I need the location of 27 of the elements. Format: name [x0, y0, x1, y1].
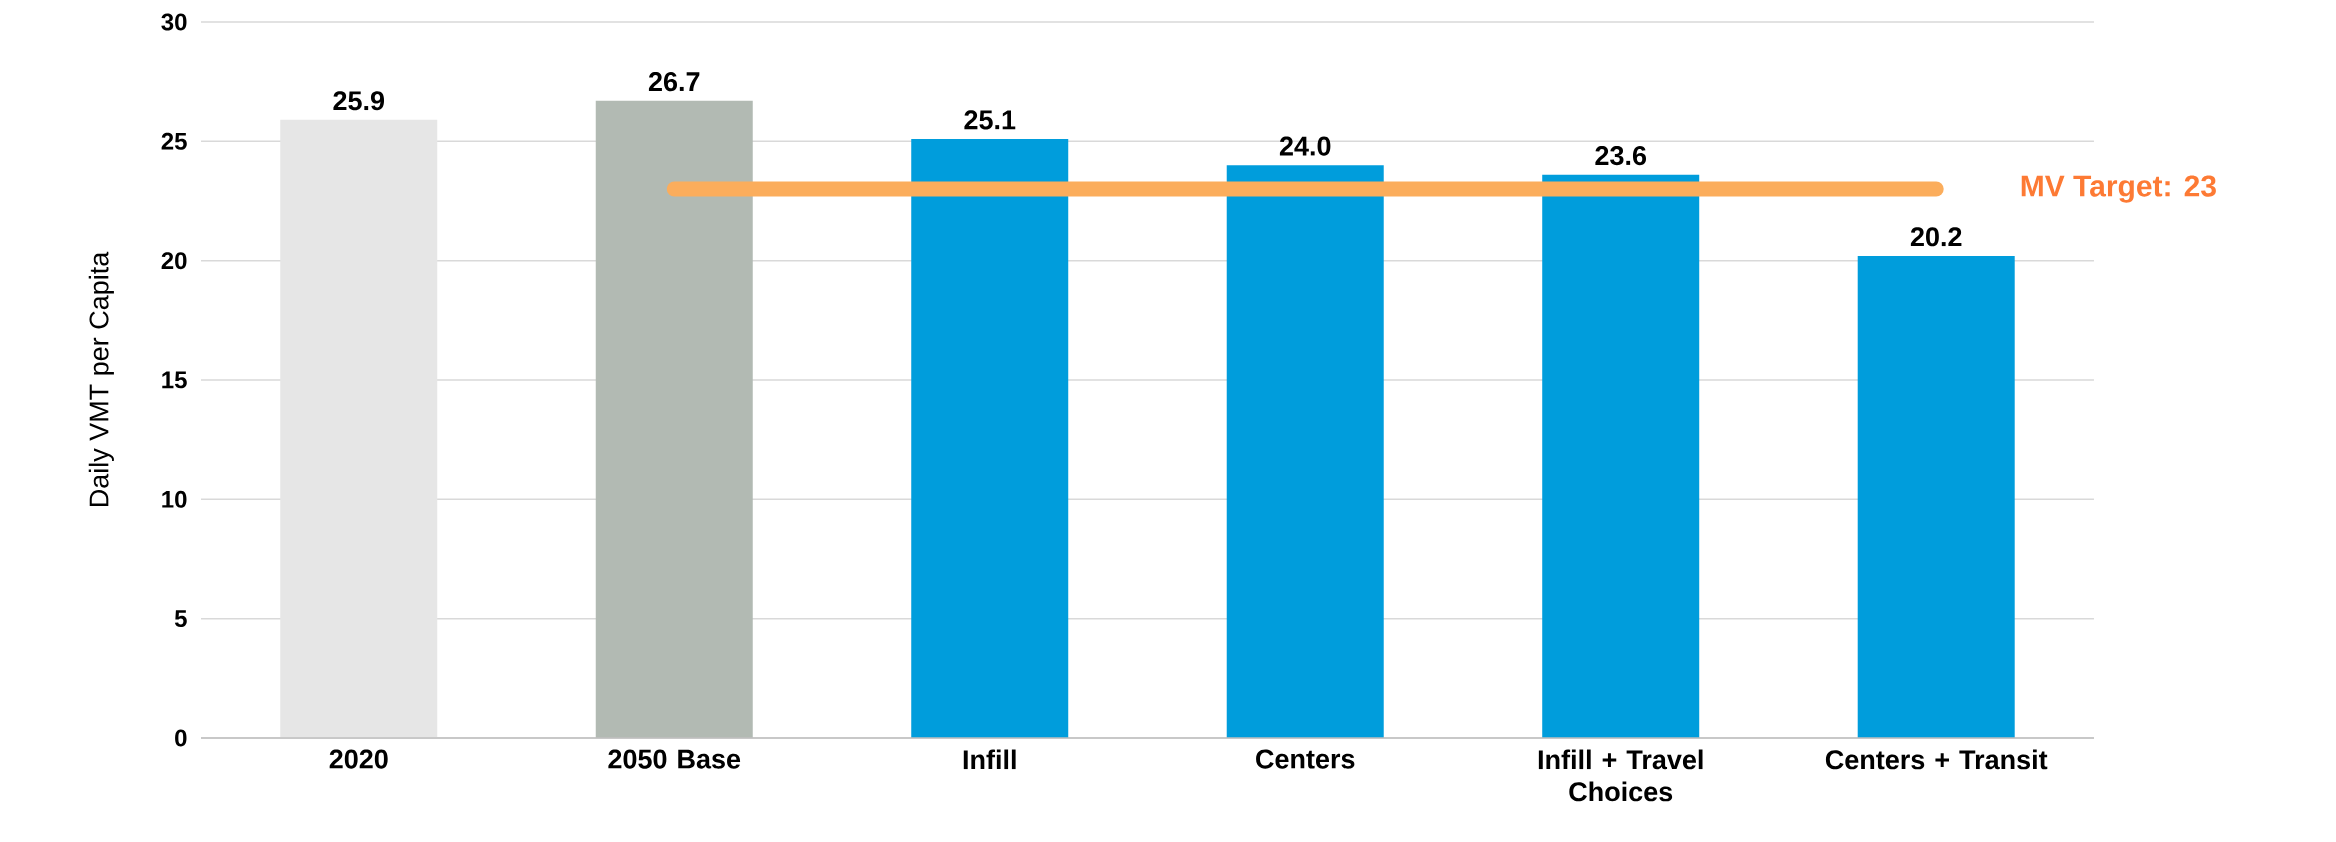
y-tick-label: 30 [161, 13, 187, 31]
bar [1542, 174, 1700, 738]
data-label: 25.9 [333, 91, 385, 111]
bar [1226, 165, 1384, 738]
bar [280, 119, 438, 738]
y-tick-label: 0 [175, 729, 187, 747]
x-tick-label: Centers [1256, 749, 1355, 769]
y-axis-title: Daily VMT per Capita [88, 251, 114, 507]
data-label: 20.2 [1910, 227, 1962, 247]
x-tick-label: 2050 Base [608, 749, 741, 769]
y-tick-label: 15 [162, 371, 187, 389]
bar [911, 138, 1069, 738]
y-tick-label: 5 [174, 610, 187, 628]
data-label: 25.1 [964, 110, 1016, 130]
y-tick-label: 20 [161, 252, 187, 270]
y-tick-label: 10 [162, 490, 187, 508]
x-tick-label: Infill + Travel Choices [1538, 749, 1703, 802]
bar [595, 100, 753, 738]
data-label: 24.0 [1279, 136, 1331, 156]
data-label: 23.6 [1595, 146, 1647, 166]
ref-line-label: MV Target: 23 [2021, 175, 2216, 203]
x-tick-label: 2020 [329, 749, 388, 769]
y-tick-label: 25 [161, 132, 187, 150]
x-tick-label: Infill [963, 749, 1016, 770]
bar [1857, 255, 2015, 738]
data-label: 26.7 [648, 72, 700, 92]
x-tick-label: Centers + Transit [1825, 749, 2048, 770]
